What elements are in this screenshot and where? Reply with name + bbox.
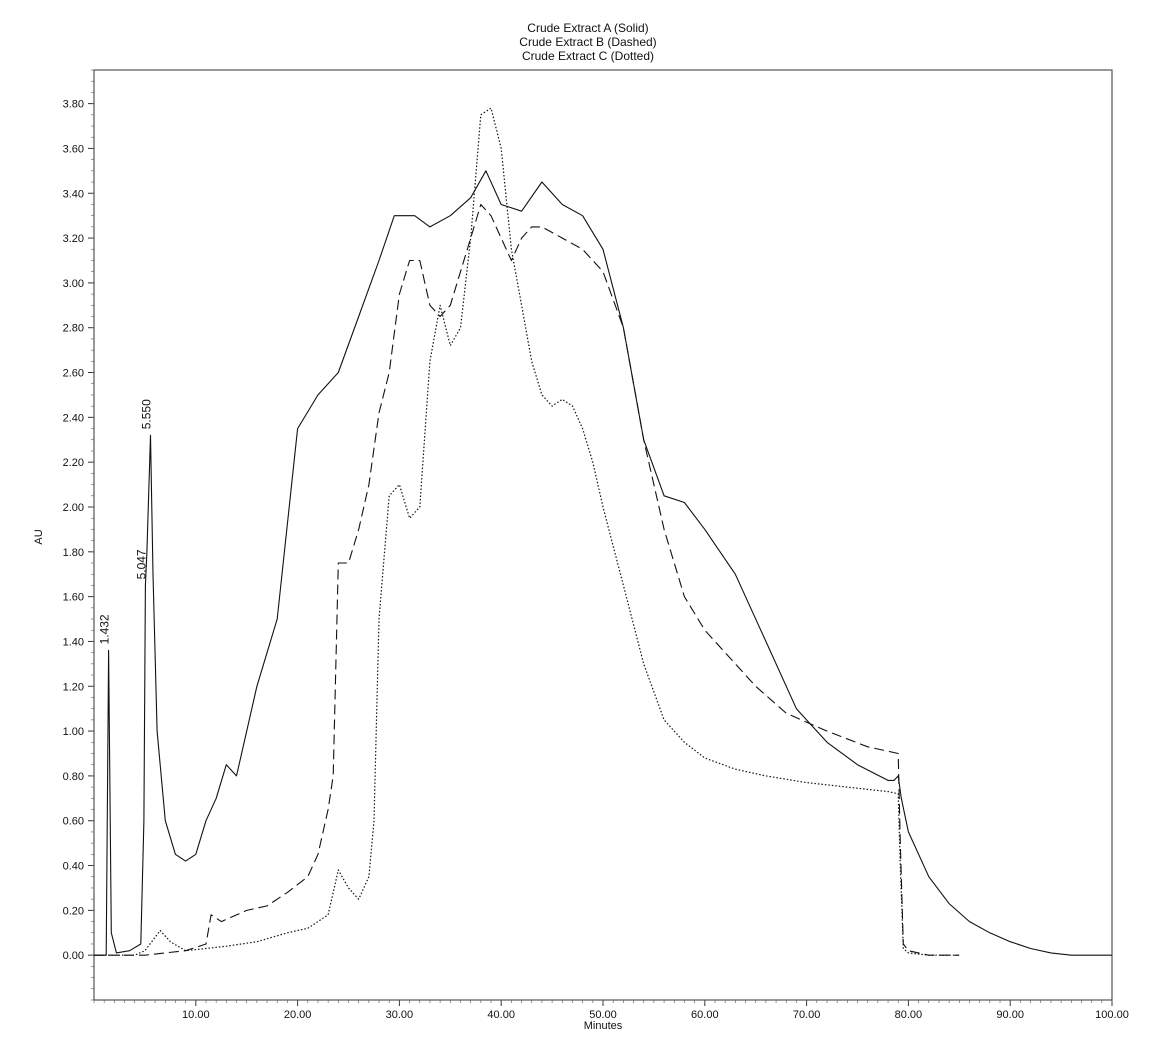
y-tick-label: 0.20	[63, 905, 84, 917]
y-tick-label: 2.80	[63, 323, 84, 335]
peak-label: 5.550	[139, 399, 153, 429]
y-tick-label: 0.40	[63, 861, 84, 873]
plot-frame	[93, 69, 1113, 1001]
x-tick-label: 20.00	[284, 1009, 312, 1021]
y-tick-label: 2.60	[63, 368, 84, 380]
x-tick-label: 50.00	[589, 1009, 617, 1021]
x-axis-title: Minutes	[584, 1020, 623, 1032]
peak-label: 1.432	[98, 614, 112, 644]
x-tick-label: 10.00	[182, 1009, 210, 1021]
series-line-dashed	[94, 203, 960, 956]
y-tick-label: 2.40	[63, 412, 84, 424]
peak-labels: 1.432 5.047 5.550	[98, 399, 154, 644]
x-tick-label: 40.00	[487, 1009, 515, 1021]
x-tick-label: 90.00	[996, 1009, 1024, 1021]
chart-title-line-2: Crude Extract B (Dashed)	[519, 35, 657, 49]
y-tick-label: 2.00	[63, 502, 84, 514]
y-tick-label: 3.60	[63, 143, 84, 155]
y-tick-label: 1.60	[63, 592, 84, 604]
series-layer	[94, 107, 1112, 956]
y-tick-label: 0.00	[63, 950, 84, 962]
series-line-dotted	[94, 107, 960, 956]
y-tick-label: 0.60	[63, 816, 84, 828]
y-tick-label: 1.20	[63, 681, 84, 693]
y-tick-label: 1.00	[63, 726, 84, 738]
series-line-solid	[94, 170, 1112, 956]
chart-title-line-1: Crude Extract A (Solid)	[527, 21, 649, 35]
y-tick-label: 1.40	[63, 636, 84, 648]
peak-label: 5.047	[134, 549, 148, 579]
y-tick-label: 1.80	[63, 547, 84, 559]
y-tick-label: 3.40	[63, 188, 84, 200]
y-axis: 0.00 0.20 0.40 0.60 0.80 1.00 1.20 1.40 1.60 1.80…	[63, 69, 94, 1001]
y-tick-label: 3.80	[63, 99, 84, 111]
x-tick-label: 60.00	[691, 1009, 719, 1021]
y-tick-label: 2.20	[63, 457, 84, 469]
y-tick-label: 3.00	[63, 278, 84, 290]
x-tick-label: 80.00	[895, 1009, 923, 1021]
x-tick-label: 100.00	[1095, 1009, 1129, 1021]
x-tick-label: 70.00	[793, 1009, 821, 1021]
y-tick-label: 3.20	[63, 233, 84, 245]
x-axis: 10.00 20.00 30.00 40.00 50.00 60.00 70.00 80.00…	[93, 1000, 1129, 1021]
y-tick-label: 0.80	[63, 771, 84, 783]
y-axis-title: AU	[33, 529, 45, 544]
x-tick-label: 30.00	[386, 1009, 414, 1021]
chart-title-line-3: Crude Extract C (Dotted)	[521, 49, 655, 63]
